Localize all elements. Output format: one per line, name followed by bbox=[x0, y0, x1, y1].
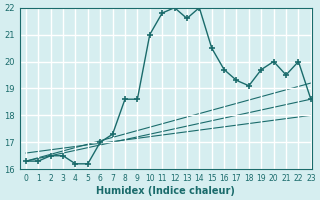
X-axis label: Humidex (Indice chaleur): Humidex (Indice chaleur) bbox=[96, 186, 235, 196]
